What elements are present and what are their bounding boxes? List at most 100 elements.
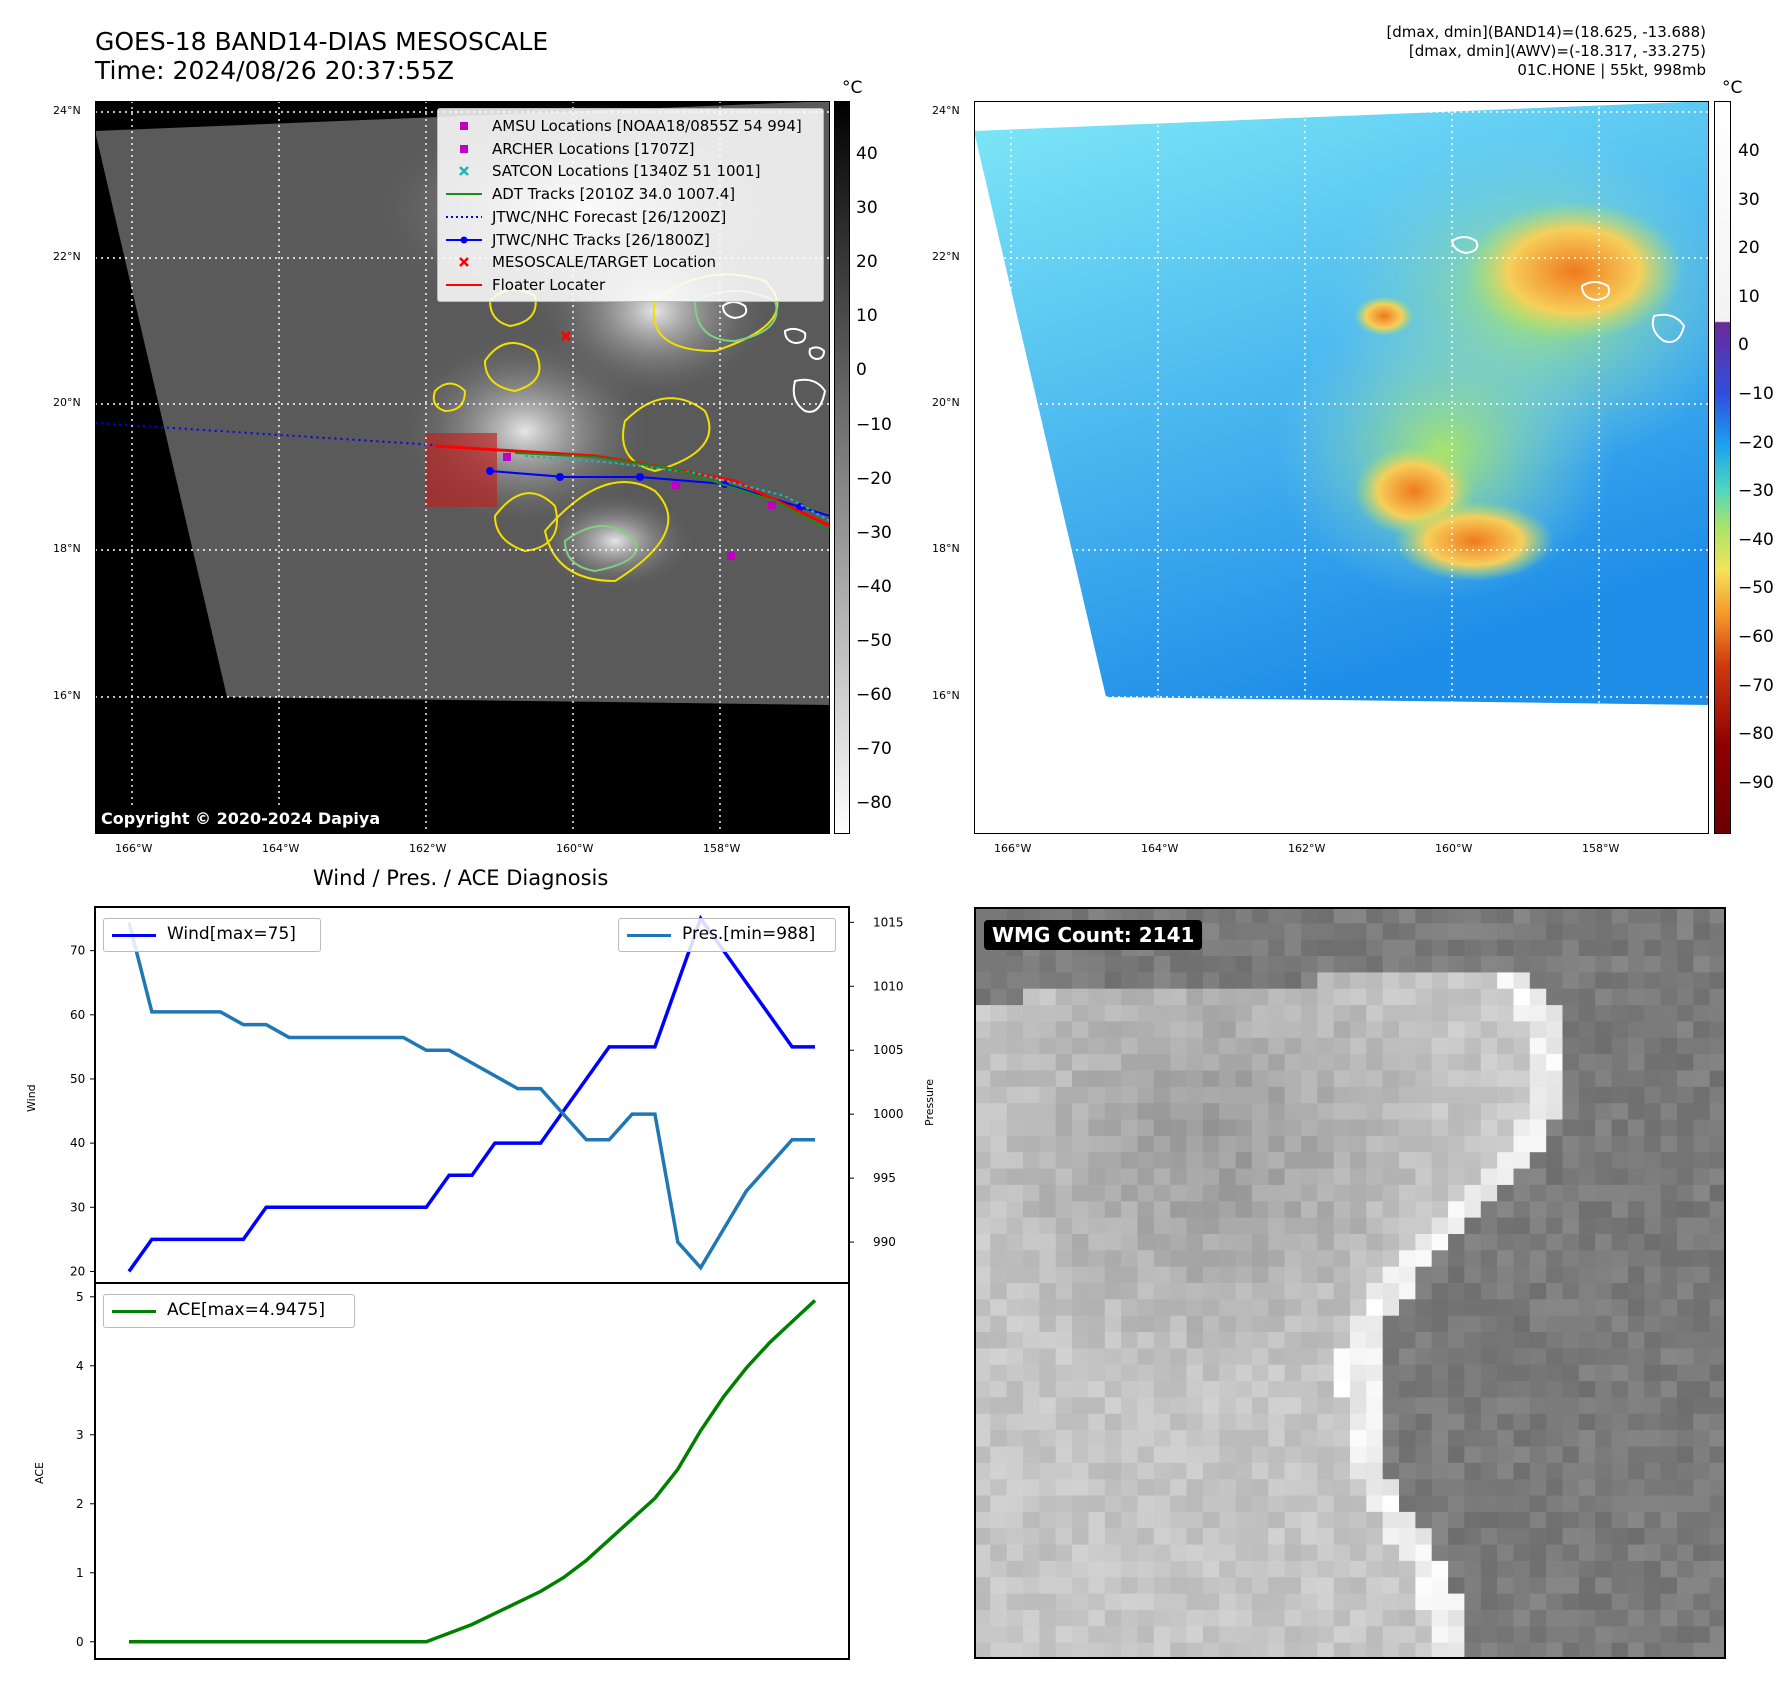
colorbar-tick-label: 10 bbox=[856, 306, 878, 327]
info-block: [dmax, dmin](BAND14)=(18.625, -13.688) [… bbox=[1386, 23, 1706, 80]
lon-label: 160°W bbox=[556, 842, 594, 855]
colorbar-tick-label: −10 bbox=[1738, 384, 1774, 404]
ace-tick-label: 1 bbox=[76, 1566, 84, 1580]
colorbar-tick-label: 30 bbox=[1738, 189, 1760, 210]
lat-label: 16°N bbox=[53, 689, 81, 702]
lon-label: 166°W bbox=[115, 842, 153, 855]
colorbar-tick-label: 10 bbox=[1738, 286, 1760, 307]
info-band14: [dmax, dmin](BAND14)=(18.625, -13.688) bbox=[1386, 23, 1706, 41]
map-legend-label: JTWC/NHC Forecast [26/1200Z] bbox=[492, 207, 727, 226]
pressure-tick-label: 995 bbox=[873, 1171, 896, 1185]
colorbar-tick-label: −30 bbox=[1738, 481, 1774, 502]
pressure-tick-label: 1005 bbox=[873, 1043, 904, 1057]
map-legend-label: ARCHER Locations [1707Z] bbox=[492, 139, 695, 158]
map-legend-item: JTWC/NHC Tracks [26/1800Z] bbox=[446, 229, 710, 251]
pressure-tick-label: 990 bbox=[873, 1235, 896, 1249]
ace-axis-title: ACE bbox=[33, 1462, 46, 1484]
lat-label: 18°N bbox=[932, 542, 960, 555]
wind-legend-label: Wind[max=75] bbox=[167, 924, 296, 944]
colorbar-tick-label: 40 bbox=[1738, 141, 1760, 161]
colorbar-tick-label: −20 bbox=[1738, 432, 1774, 453]
map-frame-left bbox=[95, 101, 830, 834]
map-legend-label: SATCON Locations [1340Z 51 1001] bbox=[492, 162, 761, 181]
map-legend-item: SATCON Locations [1340Z 51 1001] bbox=[446, 160, 760, 182]
lat-label: 18°N bbox=[53, 542, 81, 555]
colorbar-tick-label: 20 bbox=[856, 252, 878, 273]
map-legend-item: MESOSCALE/TARGET Location bbox=[446, 251, 716, 273]
map-frame-right bbox=[974, 101, 1709, 834]
lat-label: 22°N bbox=[932, 250, 960, 263]
line-marker-icon bbox=[446, 215, 482, 218]
ace-tick-label: 3 bbox=[76, 1428, 84, 1442]
map-legend-label: ADT Tracks [2010Z 34.0 1007.4] bbox=[492, 185, 736, 204]
ace-legend-label: ACE[max=4.9475] bbox=[167, 1300, 325, 1320]
wind-series-line bbox=[127, 914, 815, 1273]
colorbar-tick-label: 40 bbox=[856, 144, 878, 164]
pressure-tick-label: 1010 bbox=[873, 979, 904, 993]
map-legend-item: Floater Locater bbox=[446, 274, 605, 296]
map-legend-item: AMSU Locations [NOAA18/0855Z 54 994] bbox=[446, 115, 802, 137]
map-legend-item: JTWC/NHC Forecast [26/1200Z] bbox=[446, 206, 726, 228]
wind-pressure-frame bbox=[94, 906, 850, 1284]
lon-label: 158°W bbox=[1582, 842, 1620, 855]
map-legend-label: MESOSCALE/TARGET Location bbox=[492, 253, 717, 272]
pressure-series-line bbox=[127, 921, 815, 1271]
target-marker bbox=[560, 330, 572, 342]
lon-label: 160°W bbox=[1435, 842, 1473, 855]
colorbar-tick-label: −40 bbox=[1738, 529, 1774, 550]
colorbar-tick-label: −30 bbox=[856, 522, 892, 543]
colorbar-tick-label: 0 bbox=[856, 360, 867, 381]
colorbar-tick-label: −80 bbox=[856, 793, 892, 814]
colorbar-tick-label: −20 bbox=[856, 468, 892, 489]
map-legend: AMSU Locations [NOAA18/0855Z 54 994] ARCH… bbox=[437, 108, 824, 302]
map-legend-label: AMSU Locations [NOAA18/0855Z 54 994] bbox=[492, 117, 802, 135]
line-marker-icon bbox=[446, 193, 482, 196]
wind-tick-label: 20 bbox=[70, 1264, 85, 1278]
pressure-axis-title: Pressure bbox=[923, 1079, 936, 1126]
pressure-legend: Pres.[min=988] bbox=[618, 918, 836, 952]
map-legend-item: ADT Tracks [2010Z 34.0 1007.4] bbox=[446, 183, 735, 205]
colorbar-left bbox=[834, 101, 850, 834]
colorbar-left-unit: °C bbox=[842, 78, 863, 98]
pressure-tick-label: 1015 bbox=[873, 915, 904, 929]
lon-label: 166°W bbox=[994, 842, 1032, 855]
colorbar-tick-label: −40 bbox=[856, 576, 892, 597]
colorbar-tick-label: −10 bbox=[856, 414, 892, 435]
line-marker-icon bbox=[446, 236, 482, 243]
lat-label: 22°N bbox=[53, 250, 81, 263]
colorbar-tick-label: 30 bbox=[856, 198, 878, 219]
ace-legend: ACE[max=4.9475] bbox=[103, 1294, 355, 1328]
colorbar-tick-label: −90 bbox=[1738, 772, 1774, 793]
square-marker-icon bbox=[460, 122, 468, 130]
awv-map-right bbox=[974, 101, 1709, 834]
wind-tick-label: 40 bbox=[70, 1136, 85, 1150]
colorbar-tick-label: −80 bbox=[1738, 724, 1774, 745]
pressure-legend-label: Pres.[min=988] bbox=[682, 924, 816, 944]
wind-axis-title: Wind bbox=[25, 1084, 38, 1112]
ace-tick-label: 0 bbox=[76, 1635, 84, 1649]
colorbar-right-unit: °C bbox=[1722, 78, 1743, 98]
ace-tick-label: 2 bbox=[76, 1497, 84, 1511]
wind-tick-label: 70 bbox=[70, 944, 85, 958]
island-outlines bbox=[721, 301, 827, 413]
ace-series-line bbox=[129, 1299, 817, 1644]
pressure-legend-swatch bbox=[627, 934, 671, 937]
wmg-frame bbox=[974, 907, 1726, 1659]
wind-legend: Wind[max=75] bbox=[103, 918, 321, 952]
colorbar-tick-label: −50 bbox=[856, 630, 892, 651]
lat-label: 20°N bbox=[53, 396, 81, 409]
colorbar-tick-label: −60 bbox=[856, 685, 892, 705]
pressure-tick-label: 1000 bbox=[873, 1107, 904, 1121]
figure-time: Time: 2024/08/26 20:37:55Z bbox=[95, 56, 454, 85]
colorbar-tick-label: 20 bbox=[1738, 238, 1760, 259]
colorbar-tick-label: −70 bbox=[1738, 675, 1774, 696]
copyright-label: Copyright © 2020-2024 Dapiya bbox=[95, 807, 387, 830]
wind-tick-label: 30 bbox=[70, 1200, 85, 1214]
lon-label: 162°W bbox=[1288, 842, 1326, 855]
ace-tick-label: 5 bbox=[76, 1290, 84, 1304]
wind-tick-label: 50 bbox=[70, 1072, 85, 1086]
info-storm: 01C.HONE | 55kt, 998mb bbox=[1517, 61, 1706, 79]
wind-legend-swatch bbox=[112, 934, 156, 937]
lon-label: 164°W bbox=[1141, 842, 1179, 855]
